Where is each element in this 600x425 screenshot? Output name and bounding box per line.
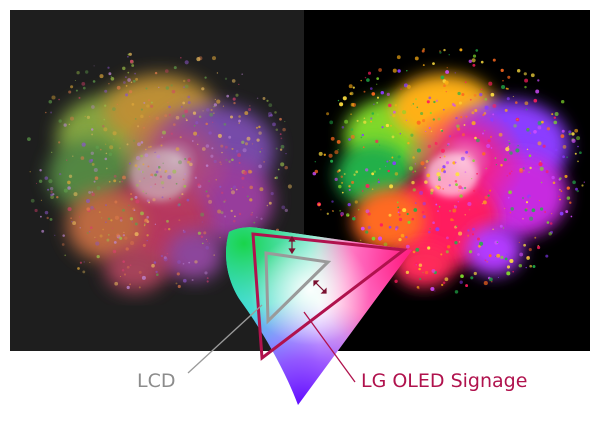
lcd-leader-line [187, 304, 263, 374]
gamut-difference-arrow-right [313, 280, 327, 294]
lcd-color-burst-image [27, 52, 292, 292]
lcd-label: LCD [137, 370, 176, 392]
lcd-color-burst-panel [10, 10, 304, 351]
lcd-gamut-triangle [264, 251, 332, 325]
oled-gamut-triangle [251, 232, 408, 361]
oled-label: LG OLED Signage [361, 370, 528, 392]
oled-leader-line [303, 311, 356, 383]
gamut-difference-arrow-top [288, 235, 296, 255]
oled-color-burst-image [312, 48, 585, 294]
oled-color-burst-panel [304, 10, 590, 351]
